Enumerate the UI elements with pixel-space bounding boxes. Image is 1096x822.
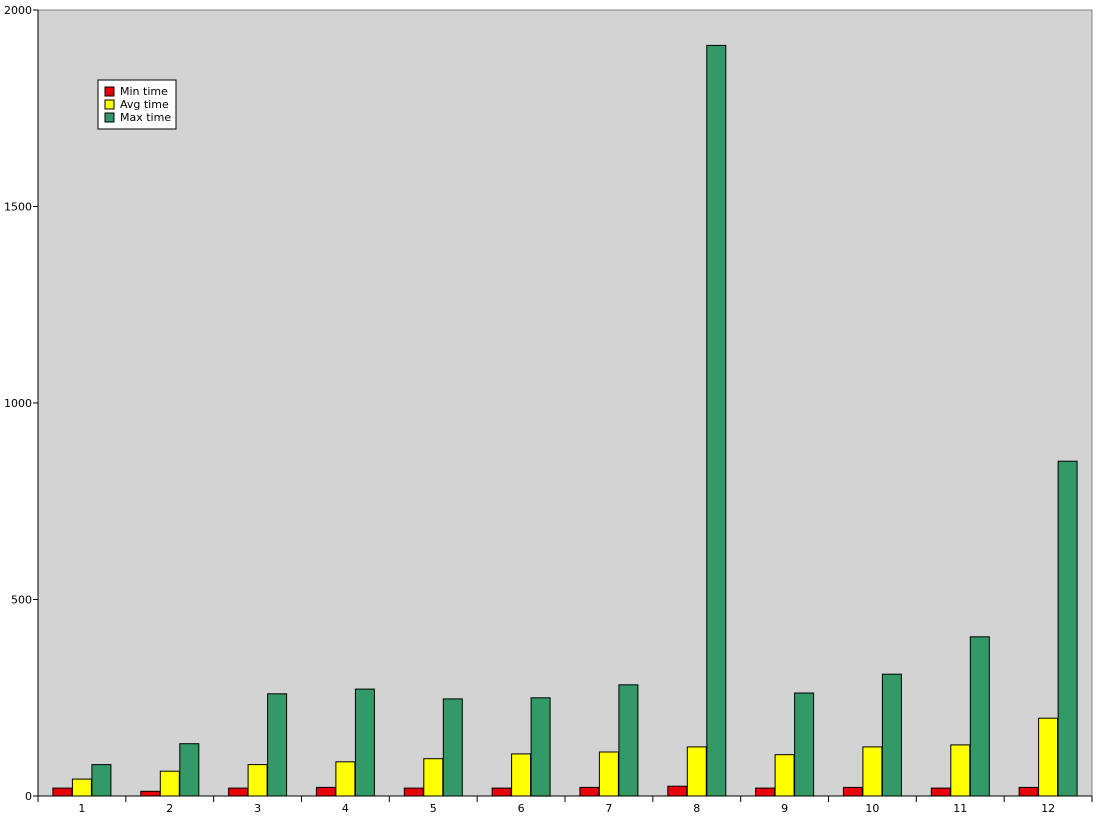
bar-max-time-8	[706, 44, 727, 797]
bar-min-time-8	[667, 785, 688, 797]
bar-max-time-2	[179, 743, 200, 797]
y-tick-label: 0	[25, 790, 32, 803]
bar-min-time-11	[930, 787, 951, 797]
bar-min-time-5	[403, 787, 424, 797]
bar-max-time-9	[794, 692, 815, 797]
bar-max-time-12	[1057, 460, 1078, 797]
x-tick-label: 12	[1041, 802, 1055, 815]
legend-swatch-avg-time	[104, 99, 115, 110]
bar-max-time-10	[881, 673, 902, 797]
bar-min-time-2	[140, 790, 161, 797]
legend-swatch-min-time	[104, 86, 115, 97]
bar-avg-time-11	[950, 744, 971, 797]
legend-label-avg-time: Avg time	[120, 98, 169, 111]
bar-min-time-3	[228, 787, 249, 797]
bar-avg-time-1	[71, 778, 92, 797]
x-tick-label: 10	[865, 802, 879, 815]
x-tick-label: 6	[518, 802, 525, 815]
bar-max-time-5	[442, 698, 463, 797]
legend: Min time Avg time Max time	[97, 79, 177, 130]
x-tick-label: 1	[78, 802, 85, 815]
bar-max-time-4	[354, 688, 375, 797]
x-tick-label: 4	[342, 802, 349, 815]
bar-min-time-12	[1018, 786, 1039, 797]
bar-min-time-9	[755, 787, 776, 797]
bar-min-time-10	[842, 786, 863, 797]
bar-max-time-6	[530, 697, 551, 797]
bar-avg-time-12	[1038, 717, 1059, 797]
x-tick-label: 3	[254, 802, 261, 815]
bar-avg-time-10	[862, 746, 883, 797]
bar-max-time-7	[618, 684, 639, 797]
bar-max-time-3	[267, 693, 288, 797]
bar-max-time-11	[969, 636, 990, 797]
x-axis: 1 2 3 4 5 6 7 8 9 10 11 12	[37, 795, 1093, 815]
y-tick-label: 1000	[4, 397, 32, 410]
y-axis: 0 500 1000 1500 2000	[4, 4, 39, 803]
x-tick-label: 2	[166, 802, 173, 815]
bar-avg-time-8	[686, 746, 707, 797]
bar-min-time-7	[579, 786, 600, 797]
bar-avg-time-7	[598, 751, 619, 797]
bar-avg-time-4	[335, 761, 356, 797]
bar-avg-time-3	[247, 764, 268, 797]
bar-min-time-4	[315, 786, 336, 797]
bar-avg-time-2	[159, 770, 180, 797]
legend-swatch-max-time	[104, 112, 115, 123]
bar-avg-time-6	[511, 753, 532, 797]
x-tick-label: 5	[430, 802, 437, 815]
bar-avg-time-5	[423, 758, 444, 797]
y-tick-label: 1500	[4, 201, 32, 214]
plot-area	[37, 9, 1093, 797]
bar-max-time-1	[91, 764, 112, 797]
bar-min-time-1	[52, 787, 73, 797]
x-tick-label: 7	[605, 802, 612, 815]
bar-avg-time-9	[774, 754, 795, 797]
legend-label-max-time: Max time	[120, 111, 171, 124]
bar-min-time-6	[491, 787, 512, 797]
y-tick-label: 2000	[4, 4, 32, 17]
y-tick-label: 500	[11, 594, 32, 607]
x-tick-label: 9	[781, 802, 788, 815]
legend-label-min-time: Min time	[120, 85, 168, 98]
x-tick-label: 11	[953, 802, 967, 815]
x-tick-label: 8	[693, 802, 700, 815]
